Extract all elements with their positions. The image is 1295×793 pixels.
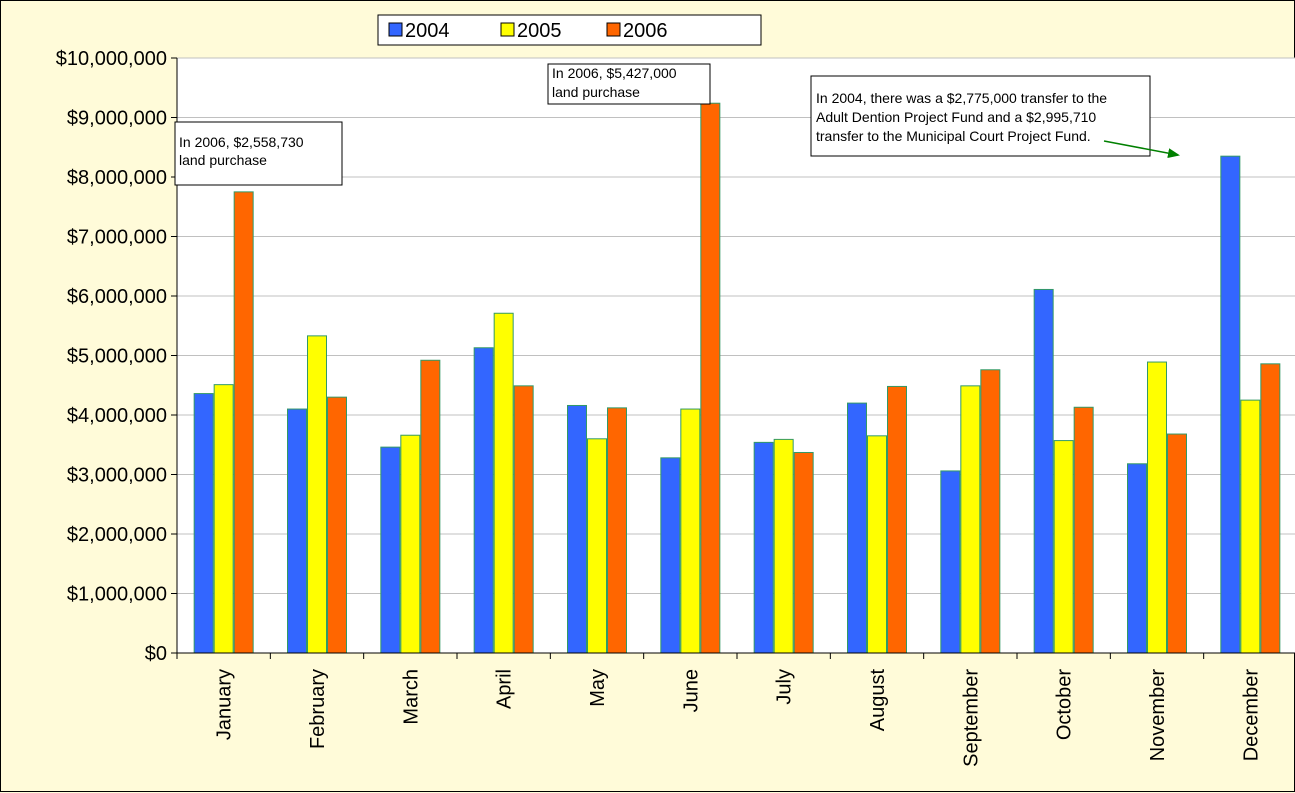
legend-item: 2004 [388,20,450,42]
bar-2006-november [1167,433,1187,654]
annotation-callout: In 2006, $5,427,000 land purchase [547,63,711,105]
y-tick-label: $6,000,000 [67,286,167,308]
legend-label: 2004 [405,20,450,42]
x-tick-label: December [1240,669,1262,762]
bar-2004-december [1220,155,1241,654]
bar-2004-october [1033,288,1054,654]
annotation-text: land purchase [552,84,640,100]
bar-2006-january [233,191,254,654]
bar-2006-december [1260,363,1281,654]
y-tick-label: $5,000,000 [67,346,167,368]
bar-2005-may [587,438,607,654]
annotation-text: In 2004, there was a $2,775,000 transfer… [816,90,1107,106]
annotation-text: transfer to the Municipal Court Project … [816,128,1091,144]
y-tick-labels: $0 $1,000,000 $2,000,000 $3,000,000 $4,000,0… [56,48,167,665]
bar-2004-february [287,408,307,654]
bar-2005-february [307,335,327,654]
y-tick-label: $3,000,000 [67,465,167,487]
bar-2004-august [847,402,867,654]
bar-2006-april [513,385,534,654]
bar-2005-june [680,408,701,654]
legend-swatch [606,22,621,37]
annotation-box [174,121,343,186]
bar-2004-april [473,347,494,654]
legend: 2004 2005 2006 [377,14,762,46]
y-tick-label: $8,000,000 [67,167,167,189]
bar-2005-july [773,438,794,654]
bar-2006-september [980,369,1001,654]
y-tick-label: $1,000,000 [67,584,167,606]
x-tick-label: June [680,669,702,712]
bar-2005-august [867,435,887,654]
legend-item: 2006 [606,20,668,42]
x-tick-label: February [307,669,329,749]
annotation-box [547,63,711,105]
legend-box [377,14,762,46]
x-tick-label: August [867,669,889,732]
bar-2005-november [1147,361,1167,654]
bar-2004-may [567,404,587,654]
annotation-text: Adult Dention Project Fund and a $2,995,… [816,109,1096,125]
annotation-text: In 2006, $2,558,730 [179,134,304,150]
x-tick-label: January [214,669,236,740]
x-tick-label: March [400,669,422,725]
annotation-box [810,75,1151,157]
bar-2004-july [753,441,774,654]
bar-2006-october [1073,406,1094,654]
x-tick-labels: January February March April May June July Augu… [214,669,1263,767]
annotation-text: land purchase [179,152,267,168]
legend-item: 2005 [500,20,562,42]
bar-2004-september [940,470,961,654]
x-tick-label: May [587,669,609,707]
legend-label: 2006 [623,20,668,42]
bar-2006-may [607,407,627,654]
bar-2005-october [1053,440,1074,654]
x-tick-label: April [494,669,516,709]
legend-swatch [500,22,515,37]
y-tick-label: $7,000,000 [67,227,167,249]
x-tick-label: July [774,669,796,705]
y-tick-label: $0 [145,643,167,665]
bar-2006-august [887,385,907,654]
gridlines [177,57,1295,594]
bar-2004-november [1127,463,1147,654]
annotation-text: In 2006, $5,427,000 [552,65,677,81]
annotation-callout: In 2004, there was a $2,775,000 transfer… [810,75,1151,157]
bar-2004-january [193,393,214,654]
y-tick-label: $9,000,000 [67,108,167,130]
x-tick-label: September [960,669,982,767]
bar-2005-march [400,434,421,654]
x-tick-label: November [1147,669,1169,762]
y-tick-label: $4,000,000 [67,405,167,427]
annotation-callout: In 2006, $2,558,730 land purchase [174,121,343,186]
bar-2005-december [1240,399,1261,654]
bar-2004-march [380,446,401,654]
legend-label: 2005 [517,20,562,42]
bar-2006-july [793,451,814,654]
legend-swatch [388,22,403,37]
y-tick-label: $2,000,000 [67,524,167,546]
bar-2006-june [700,102,721,654]
bar-2006-february [327,396,347,654]
bar-2005-september [960,385,981,654]
x-tick-label: October [1054,669,1076,740]
bar-2005-april [493,312,514,654]
bars [193,102,1281,654]
bar-2004-june [660,457,681,654]
bar-2006-march [420,359,441,654]
bar-2005-january [213,384,234,654]
annotation-arrow [1103,140,1180,159]
y-tick-label: $10,000,000 [56,48,167,70]
